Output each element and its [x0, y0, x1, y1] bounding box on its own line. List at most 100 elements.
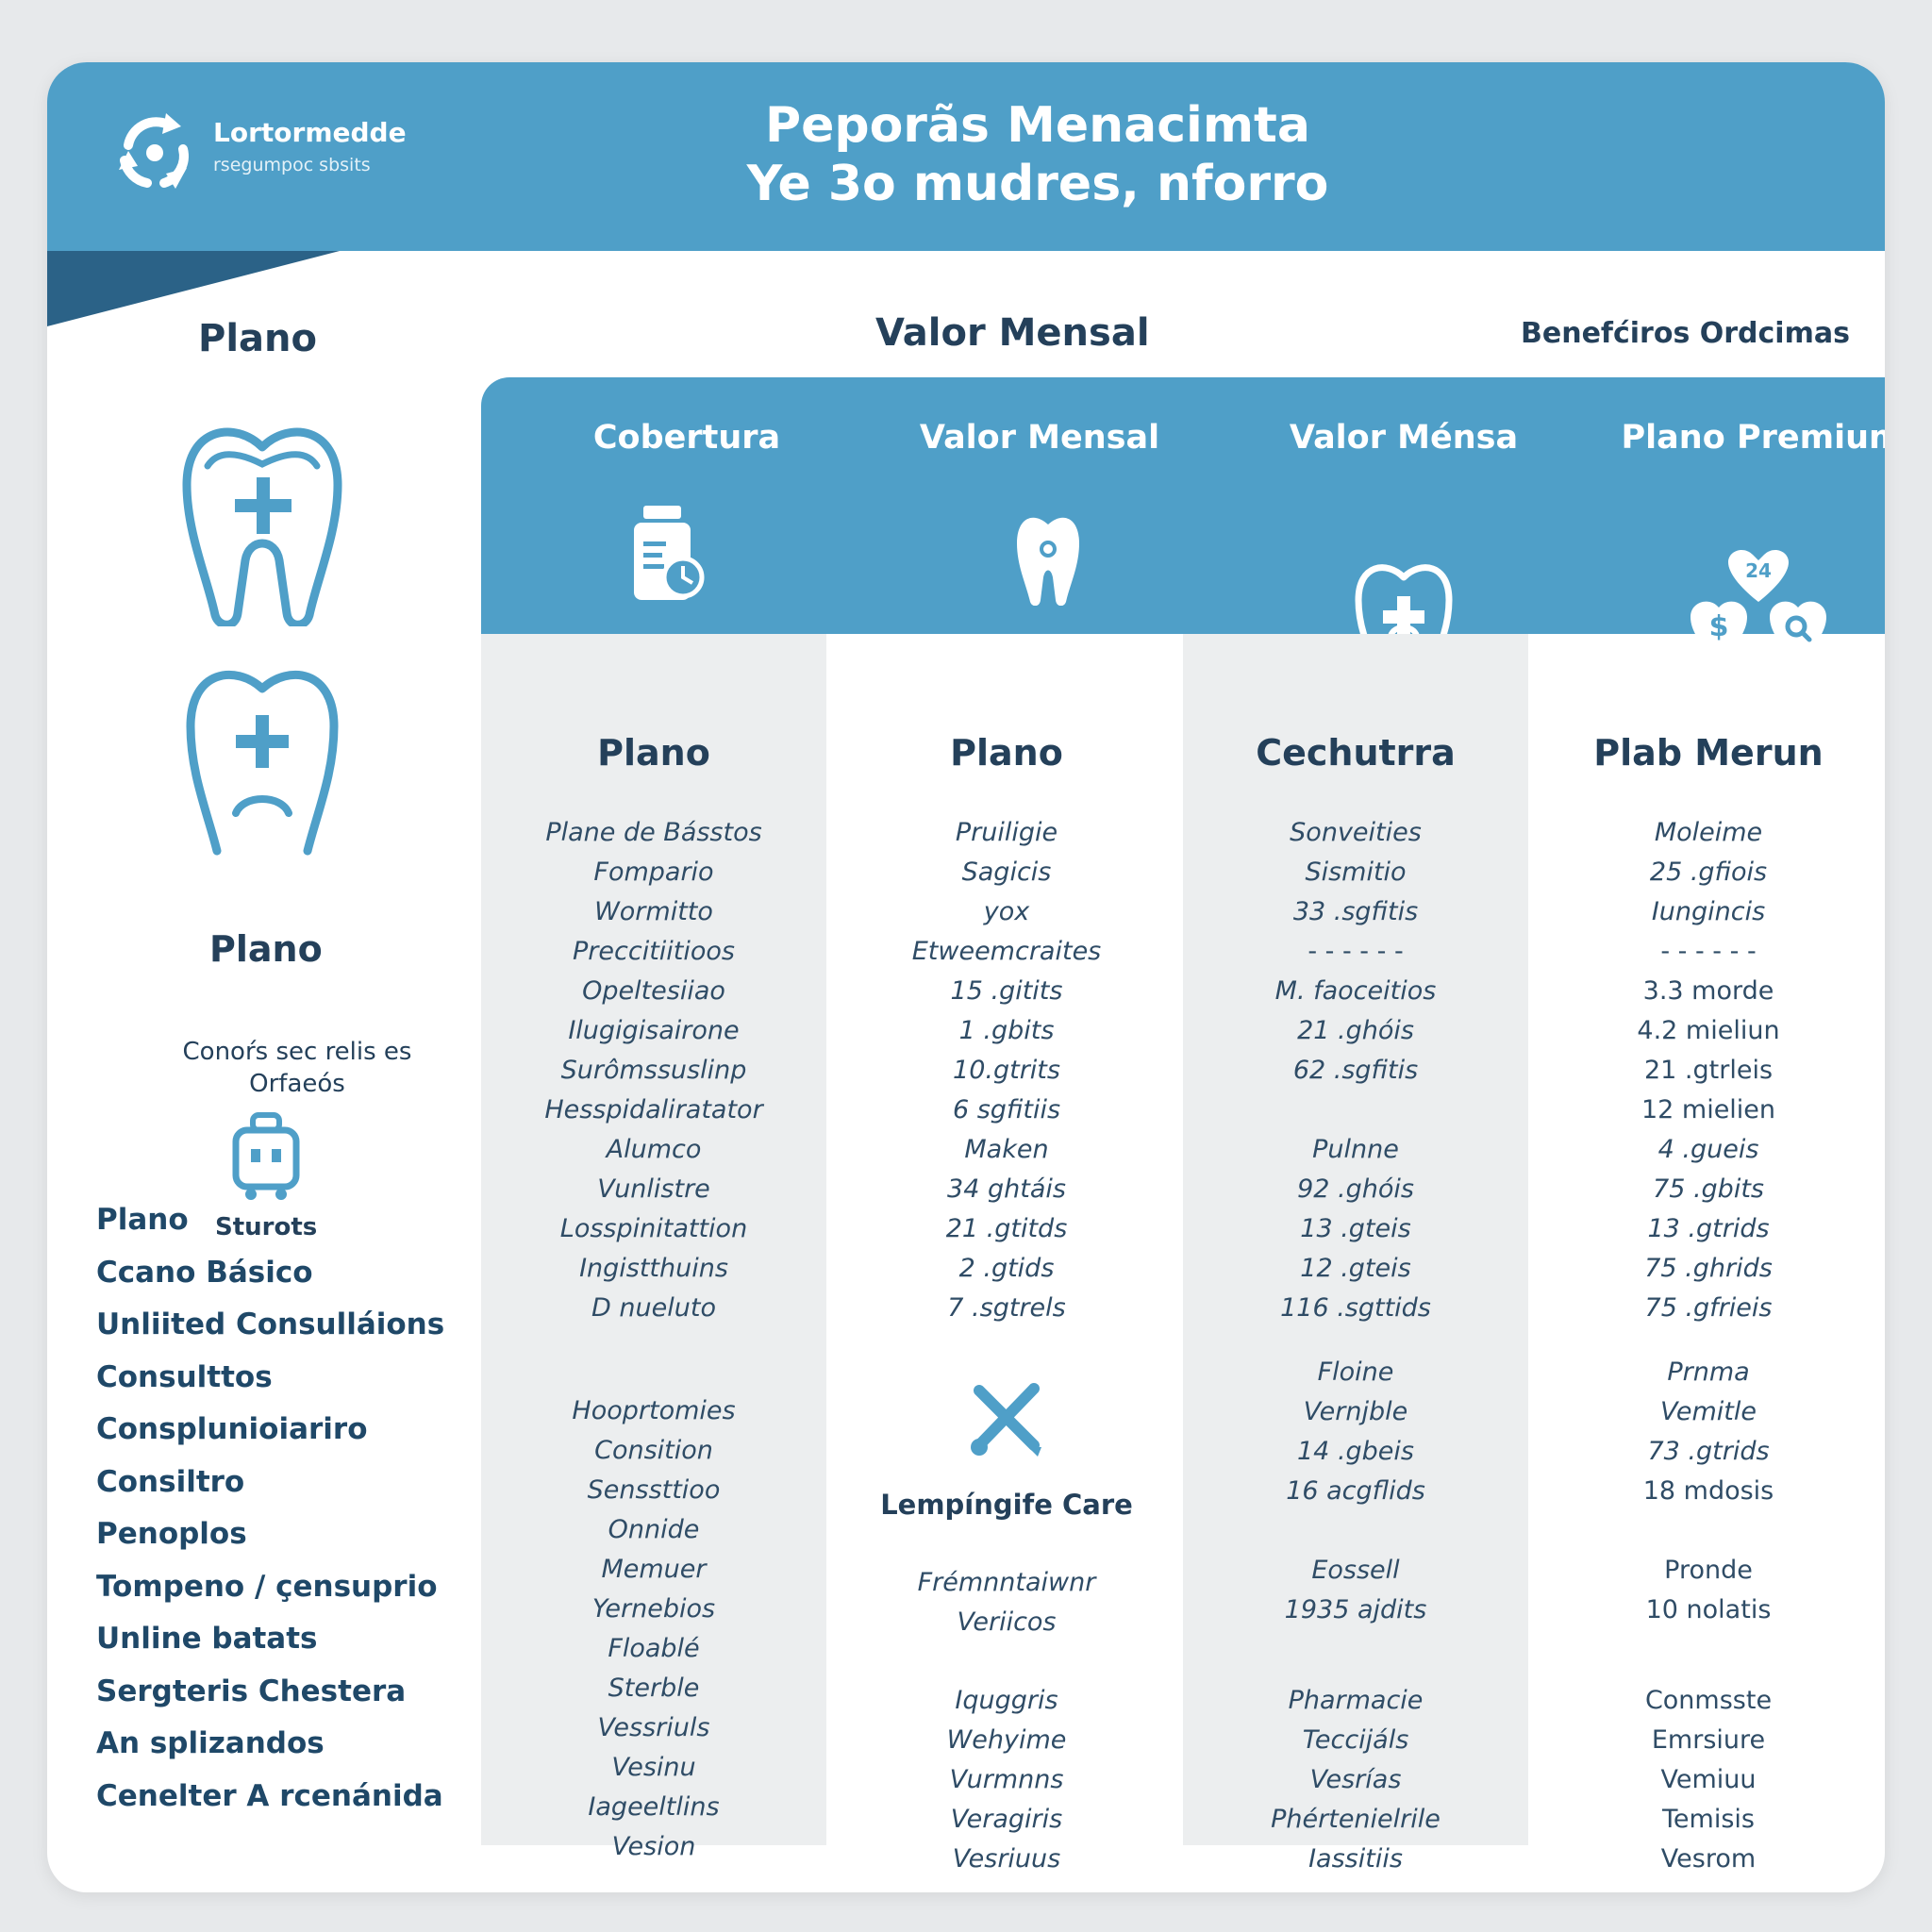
sidebar-item: Consplunioiariro — [96, 1412, 368, 1446]
tooth-plus-icon — [182, 427, 342, 626]
logo-name: Lortormedde — [213, 117, 407, 148]
list-item: Vesion — [611, 1832, 696, 1861]
sidebar-item: Tompeno / çensuprio — [96, 1569, 438, 1604]
list-item: Wormitto — [594, 897, 713, 926]
list-item: Iquggris — [955, 1686, 1058, 1715]
list-item: 1935 ajdits — [1284, 1595, 1427, 1624]
list-item — [1183, 1511, 1528, 1551]
list-item: Floablé — [608, 1634, 700, 1663]
list-item: Frémnntaiwnr — [917, 1568, 1096, 1597]
sidebar-item: Cenelter A rcenánida — [96, 1778, 443, 1813]
sidebar-item: Sergteris Chestera — [96, 1674, 407, 1708]
list-item: Pronde — [1664, 1556, 1753, 1585]
title-line-2: Ye 3o mudres, nforro — [746, 156, 1329, 212]
svg-text:$: $ — [1709, 610, 1729, 643]
list-item: Floine — [1317, 1357, 1394, 1387]
sidebar-plano-label: Plano — [209, 928, 323, 970]
header-wedge — [47, 251, 340, 326]
sidebar-item: Consulttos — [96, 1359, 273, 1394]
list-item: Alumco — [606, 1135, 702, 1164]
list-item: Pulnne — [1312, 1135, 1399, 1164]
list-item: Etweemcraites — [911, 937, 1102, 966]
page-title: Peporãs Menacimta Ye 3o mudres, nforro — [613, 96, 1462, 213]
sidebar-description: Conoŕs sec relis es Orfaeós — [142, 1036, 453, 1100]
list-item: Sismitio — [1305, 858, 1407, 887]
list-item: Vessriuls — [597, 1713, 710, 1742]
list-item: 4 .gueis — [1657, 1135, 1759, 1164]
list-item: - - - - - - — [1660, 937, 1757, 966]
list-item: 34 ghtáis — [947, 1174, 1066, 1204]
column-list: Conmsste Emrsiure Vemiuu Temisis Vesrom — [1536, 1681, 1881, 1879]
list-item — [1536, 1511, 1881, 1551]
list-item: Pruiligie — [955, 818, 1058, 847]
tooth-icon — [1017, 517, 1079, 606]
list-item: 12 .gteis — [1300, 1254, 1411, 1283]
column-list: Plane de Básstos Fompario Wormitto Precc… — [481, 813, 826, 1328]
column-list: Moleime 25 .gfiois Iungincis - - - - - -… — [1536, 813, 1881, 1328]
list-item: 7 .sgtrels — [947, 1293, 1066, 1323]
list-item: Teccijáls — [1302, 1725, 1409, 1755]
list-item: 10.gtrits — [953, 1056, 1060, 1085]
list-item: Emrsiure — [1651, 1725, 1766, 1755]
valor-mensal-label: Valor Mensal — [875, 311, 1150, 355]
list-item: D nueluto — [591, 1293, 716, 1323]
list-item: 75 .gfrieis — [1644, 1293, 1773, 1323]
column-title: Plano — [597, 732, 710, 774]
list-item: 92 .ghóis — [1297, 1174, 1414, 1204]
table-header-band — [481, 377, 1885, 634]
list-item: Iassitiis — [1308, 1844, 1403, 1874]
list-item: Consition — [594, 1436, 713, 1465]
list-item: Vesrom — [1660, 1844, 1757, 1874]
list-item: Phértenielrile — [1271, 1805, 1441, 1834]
sidebar-item: Ccano Básico — [96, 1255, 313, 1290]
list-item: Preccitiitioos — [573, 937, 735, 966]
list-item: Veriicos — [957, 1607, 1057, 1637]
list-item: Temisis — [1662, 1805, 1755, 1834]
column-list: Floine Vernjble 14 .gbeis 16 acgflids Eo… — [1183, 1353, 1528, 1630]
column-title: Cechutrra — [1256, 732, 1456, 774]
list-item: Senssttioo — [587, 1475, 721, 1505]
column-background — [1183, 634, 1528, 1845]
tooth-outline-icon — [186, 670, 339, 856]
sidebar-desc-line-2: Orfaeós — [249, 1070, 345, 1098]
column-list: Sonveities Sismitio 33 .sgfitis - - - - … — [1183, 813, 1528, 1328]
column-list: Hooprtomies Consition Senssttioo Onnide … — [481, 1391, 826, 1867]
list-item: Conmsste — [1644, 1686, 1773, 1715]
column-list: Frémnntaiwnr Veriicos — [834, 1563, 1179, 1642]
list-item: 13 .gteis — [1300, 1214, 1411, 1243]
list-item: Surômssuslinp — [560, 1056, 747, 1085]
list-item: Iungincis — [1651, 897, 1766, 926]
list-item: Vemitle — [1659, 1397, 1757, 1426]
beneficios-label: Benefćiros Ordcimas — [1521, 317, 1850, 350]
list-item: - - - - - - — [1307, 937, 1404, 966]
svg-text:24: 24 — [1745, 559, 1772, 582]
list-item: 75 .ghrids — [1644, 1254, 1773, 1283]
list-item: Sagicis — [961, 858, 1052, 887]
luggage-icon — [232, 1112, 300, 1200]
column-title: Plano — [950, 732, 1063, 774]
plano-label: Plano — [198, 317, 317, 360]
list-item: 116 .sgttids — [1280, 1293, 1431, 1323]
sidebar-item: Consiltro — [96, 1464, 245, 1499]
column-list: Prnma Vemitle 73 .gtrids 18 mdosis Prond… — [1536, 1353, 1881, 1630]
list-item: 33 .sgfitis — [1292, 897, 1419, 926]
plan-card: Lortormedde rsegumpoc sbsits Peporãs Men… — [47, 62, 1885, 1892]
column-background — [481, 634, 826, 1845]
list-item: Sterble — [608, 1674, 700, 1703]
list-item: 25 .gfiois — [1649, 858, 1768, 887]
list-item: Moleime — [1654, 818, 1763, 847]
column-list: Pharmacie Teccijáls Vesrías Phértenielri… — [1183, 1681, 1528, 1879]
list-item: Losspinitattion — [559, 1214, 748, 1243]
list-item: Vurmnns — [949, 1765, 1064, 1794]
list-item: 21 .gtitds — [945, 1214, 1068, 1243]
list-item: Vunlistre — [597, 1174, 710, 1204]
list-item — [1183, 1091, 1528, 1130]
recycle-logo-icon — [119, 113, 189, 189]
list-item: Vesinu — [611, 1753, 696, 1782]
list-item: Onnide — [608, 1515, 700, 1544]
list-item: 18 mdosis — [1642, 1476, 1774, 1506]
list-item: 4.2 mieliun — [1637, 1016, 1780, 1045]
list-item: yox — [983, 897, 1030, 926]
list-item: Prnma — [1667, 1357, 1750, 1387]
list-item: 21 .gtrleis — [1643, 1056, 1774, 1085]
